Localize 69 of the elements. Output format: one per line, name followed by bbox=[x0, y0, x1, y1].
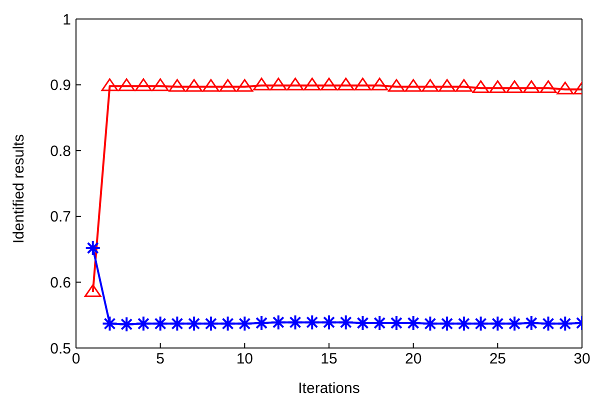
point bbox=[506, 316, 523, 332]
point bbox=[135, 316, 152, 332]
point bbox=[557, 316, 574, 332]
point bbox=[219, 79, 236, 92]
point bbox=[556, 82, 574, 94]
point bbox=[135, 78, 152, 92]
point bbox=[152, 316, 168, 332]
point bbox=[472, 316, 489, 332]
y-tick-label: 0.9 bbox=[50, 77, 71, 94]
x-tick-label: 25 bbox=[489, 350, 506, 368]
point bbox=[422, 79, 439, 92]
point bbox=[489, 80, 506, 94]
point bbox=[388, 79, 405, 92]
point bbox=[202, 79, 220, 92]
x-tick-label: 20 bbox=[404, 350, 422, 368]
y-tick-label: 0.8 bbox=[50, 142, 71, 160]
x-tick-label: 0 bbox=[72, 350, 80, 368]
point bbox=[506, 80, 523, 94]
point bbox=[455, 79, 472, 92]
point bbox=[236, 79, 254, 92]
point bbox=[540, 80, 557, 94]
point bbox=[304, 314, 320, 330]
y-tick-label: 0.5 bbox=[50, 340, 71, 358]
point bbox=[118, 78, 136, 92]
point bbox=[186, 316, 202, 332]
point bbox=[320, 78, 338, 90]
y-tick-label: 0.7 bbox=[50, 208, 71, 226]
point bbox=[220, 316, 236, 332]
point bbox=[270, 314, 286, 330]
point bbox=[270, 78, 287, 90]
y-tick-label: 1 bbox=[62, 11, 71, 28]
x-axis-title: Iterations bbox=[298, 380, 360, 397]
point bbox=[118, 316, 135, 332]
point bbox=[354, 78, 372, 90]
point bbox=[490, 316, 506, 332]
x-tick-label: 10 bbox=[236, 350, 254, 368]
point bbox=[472, 80, 490, 94]
point bbox=[254, 314, 270, 331]
point bbox=[84, 240, 101, 256]
point bbox=[84, 284, 102, 298]
y-tick-label: 0.6 bbox=[50, 274, 71, 292]
x-tick-label: 15 bbox=[320, 350, 338, 368]
point bbox=[540, 316, 556, 332]
point bbox=[371, 78, 388, 90]
point bbox=[102, 316, 118, 332]
point bbox=[422, 316, 438, 332]
point bbox=[456, 316, 472, 332]
point bbox=[304, 78, 321, 90]
point bbox=[152, 78, 169, 92]
point bbox=[186, 79, 203, 92]
point bbox=[404, 79, 422, 92]
point bbox=[253, 78, 270, 90]
point bbox=[438, 79, 456, 92]
x-tick-label: 30 bbox=[574, 350, 590, 368]
point bbox=[169, 316, 186, 332]
point bbox=[439, 316, 456, 332]
point bbox=[287, 314, 304, 330]
point bbox=[321, 314, 337, 330]
point bbox=[236, 316, 253, 332]
x-tick-label: 5 bbox=[156, 350, 165, 368]
point bbox=[337, 78, 354, 90]
point bbox=[168, 79, 186, 92]
point bbox=[202, 316, 219, 332]
y-axis-title: Identified results bbox=[10, 134, 28, 244]
point bbox=[101, 78, 118, 92]
point bbox=[286, 78, 304, 90]
point bbox=[522, 80, 540, 94]
point bbox=[338, 314, 354, 330]
point bbox=[523, 314, 540, 331]
